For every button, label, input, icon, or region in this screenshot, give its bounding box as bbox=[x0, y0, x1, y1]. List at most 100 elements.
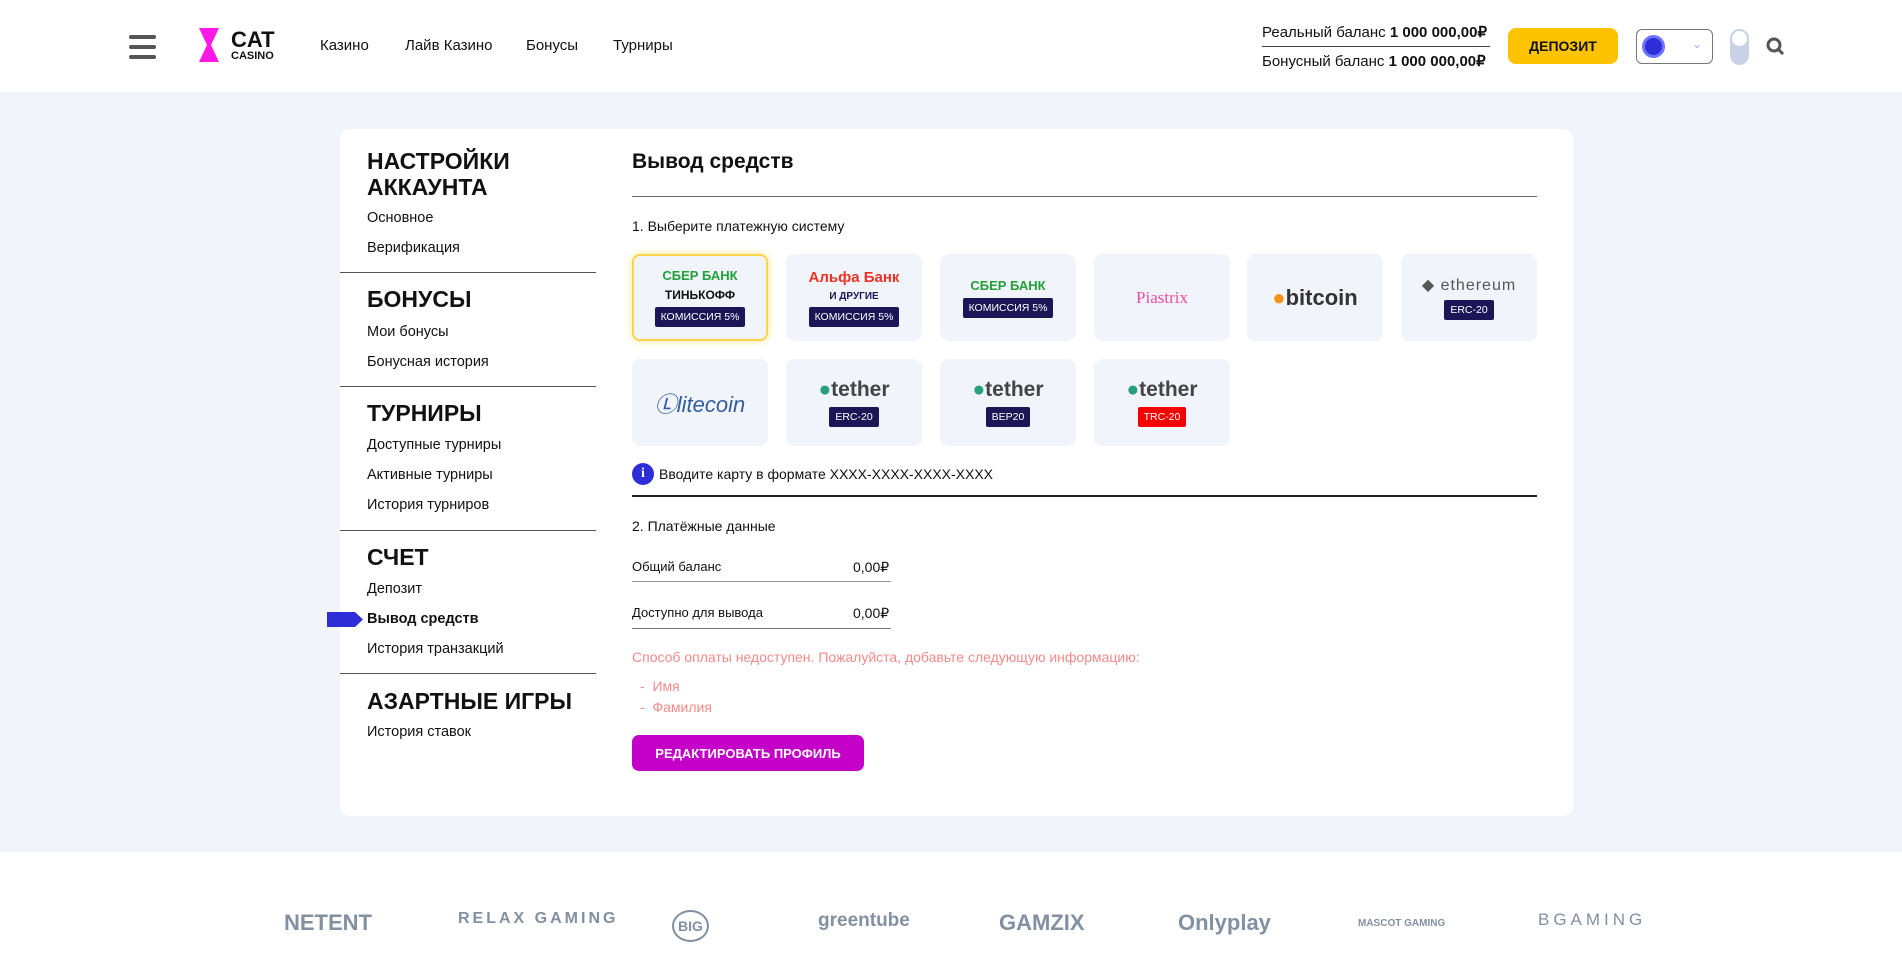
sidebar-item-deposit[interactable]: Депозит bbox=[367, 581, 423, 597]
card-format-hint: Вводите карту в формате XXXX-XXXX-XXXX-X… bbox=[659, 466, 994, 482]
divider bbox=[632, 495, 1537, 497]
divider bbox=[340, 530, 596, 531]
method-sber[interactable]: СБЕР БАНК КОМИССИЯ 5% bbox=[940, 254, 1076, 341]
search-icon[interactable] bbox=[1766, 37, 1784, 55]
alfa-logo: Альфа Банк bbox=[808, 268, 900, 286]
divider bbox=[340, 673, 596, 674]
sidebar-item-bet-history[interactable]: История ставок bbox=[367, 724, 471, 740]
tether-icon: ● bbox=[818, 378, 832, 401]
footer bbox=[0, 852, 1902, 954]
bonus-balance: Бонусный баланс 1 000 000,00₽ bbox=[1262, 52, 1486, 70]
edit-profile-button[interactable]: РЕДАКТИРОВАТЬ ПРОФИЛЬ bbox=[632, 735, 864, 771]
active-marker-icon bbox=[327, 612, 363, 627]
tether-icon: ● bbox=[972, 378, 986, 401]
cat-logo-icon bbox=[199, 28, 219, 62]
account-card bbox=[340, 129, 1573, 816]
provider-onlyplay[interactable]: Onlyplay bbox=[1178, 910, 1271, 935]
sidebar-heading-bonuses: БОНУСЫ bbox=[367, 286, 472, 312]
profile-dropdown[interactable]: ⌄ bbox=[1636, 29, 1713, 64]
sidebar-item-main[interactable]: Основное bbox=[367, 210, 434, 226]
logo-subtext: CASINO bbox=[231, 49, 274, 62]
sidebar-item-available-tournaments[interactable]: Доступные турниры bbox=[367, 437, 502, 453]
sidebar-item-tournament-history[interactable]: История турниров bbox=[367, 497, 490, 513]
sidebar-item-my-bonuses[interactable]: Мои бонусы bbox=[367, 324, 449, 340]
avatar-icon bbox=[1642, 35, 1665, 58]
logo-text: CAT bbox=[231, 26, 275, 52]
provider-netent[interactable]: NETENT bbox=[284, 910, 372, 935]
missing-field-last-name: - Фамилия bbox=[640, 699, 712, 715]
sidebar-heading-account: СЧЕТ bbox=[367, 544, 429, 570]
real-balance: Реальный баланс 1 000 000,00₽ bbox=[1262, 23, 1487, 41]
deposit-button[interactable]: ДЕПОЗИТ bbox=[1508, 28, 1618, 64]
provider-greentube[interactable]: greentube bbox=[818, 910, 910, 931]
logo[interactable]: CAT CASINO bbox=[195, 28, 275, 62]
ethereum-logo: ethereum bbox=[1440, 277, 1517, 294]
total-balance-label: Общий баланс bbox=[632, 559, 722, 574]
sidebar-item-active-tournaments[interactable]: Активные турниры bbox=[367, 467, 493, 483]
sidebar-heading-gambling: АЗАРТНЫЕ ИГРЫ bbox=[367, 688, 573, 714]
provider-gamzix[interactable]: GAMZIX bbox=[999, 910, 1085, 935]
menu-icon[interactable] bbox=[129, 35, 156, 65]
nav-bonuses[interactable]: Бонусы bbox=[526, 37, 579, 54]
commission-badge: КОМИССИЯ 5% bbox=[962, 297, 1054, 318]
sidebar-item-verification[interactable]: Верификация bbox=[367, 240, 460, 256]
nav-tournaments[interactable]: Турниры bbox=[613, 37, 673, 54]
bonus-balance-label: Бонусный баланс bbox=[1262, 53, 1385, 70]
divider bbox=[1262, 46, 1490, 47]
provider-relax[interactable]: RELAX GAMING bbox=[458, 910, 619, 927]
method-bitcoin[interactable]: ●bitcoin bbox=[1247, 254, 1383, 341]
tether-logo: tether bbox=[831, 378, 890, 401]
provider-bgaming[interactable]: BGAMING bbox=[1538, 910, 1647, 929]
toggle-knob bbox=[1732, 31, 1747, 46]
commission-badge: КОМИССИЯ 5% bbox=[654, 307, 746, 327]
network-badge: TRC-20 bbox=[1137, 407, 1187, 427]
network-badge: BEP20 bbox=[985, 407, 1031, 427]
method-piastrix[interactable]: Piastrix bbox=[1094, 254, 1230, 341]
network-badge: ERC-20 bbox=[829, 407, 879, 427]
ethereum-icon: ◆ bbox=[1421, 277, 1436, 294]
info-icon: i bbox=[632, 463, 654, 485]
total-balance-value: 0,00₽ bbox=[853, 559, 890, 575]
divider bbox=[632, 581, 891, 582]
tinkoff-logo: ТИНЬКОФФ bbox=[664, 288, 736, 302]
bitcoin-icon: ● bbox=[1272, 284, 1286, 310]
bitcoin-logo: bitcoin bbox=[1285, 284, 1358, 310]
sidebar-item-withdraw[interactable]: Вывод средств bbox=[367, 611, 479, 627]
nav-live-casino[interactable]: Лайв Казино bbox=[405, 37, 493, 54]
sber-logo: СБЕР БАНК bbox=[970, 277, 1046, 293]
tether-icon: ● bbox=[1126, 378, 1140, 401]
divider bbox=[340, 272, 596, 273]
real-balance-label: Реальный баланс bbox=[1262, 24, 1386, 41]
method-sber-tinkoff[interactable]: СБЕР БАНК ТИНЬКОФФ КОМИССИЯ 5% bbox=[632, 254, 768, 341]
divider bbox=[632, 196, 1537, 197]
provider-mascot[interactable]: MASCOT GAMING bbox=[1358, 918, 1446, 929]
sidebar-item-transaction-history[interactable]: История транзакций bbox=[367, 641, 504, 657]
tether-logo: tether bbox=[985, 378, 1044, 401]
sidebar-heading-settings: НАСТРОЙКИ АККАУНТА bbox=[367, 148, 510, 200]
piastrix-logo: Piastrix bbox=[1136, 287, 1188, 307]
missing-field-label: Имя bbox=[652, 678, 680, 694]
method-tether-bep20[interactable]: ●tether BEP20 bbox=[940, 359, 1076, 446]
tether-logo: tether bbox=[1139, 378, 1198, 401]
method-tether-erc20[interactable]: ●tether ERC-20 bbox=[786, 359, 922, 446]
method-alfa[interactable]: Альфа Банк И ДРУГИЕ КОМИССИЯ 5% bbox=[786, 254, 922, 341]
alfa-others: И ДРУГИЕ bbox=[829, 290, 879, 302]
divider bbox=[632, 628, 891, 629]
nav-casino[interactable]: Казино bbox=[320, 37, 369, 54]
theme-toggle[interactable] bbox=[1730, 29, 1749, 65]
missing-field-label: Фамилия bbox=[652, 699, 712, 715]
network-badge: ERC-20 bbox=[1444, 300, 1494, 320]
sidebar-item-bonus-history[interactable]: Бонусная история bbox=[367, 354, 489, 370]
sber-logo: СБЕР БАНК bbox=[662, 268, 738, 283]
method-tether-trc20[interactable]: ●tether TRC-20 bbox=[1094, 359, 1230, 446]
method-litecoin[interactable]: Ⓛlitecoin bbox=[632, 359, 768, 446]
real-balance-value: 1 000 000,00₽ bbox=[1389, 24, 1487, 41]
step1-label: 1. Выберите платежную систему bbox=[632, 218, 845, 234]
sidebar-heading-tournaments: ТУРНИРЫ bbox=[367, 400, 482, 426]
header: CAT CASINO Казино Лайв Казино Бонусы Турн… bbox=[0, 0, 1902, 92]
litecoin-icon: Ⓛ bbox=[654, 391, 677, 417]
method-ethereum[interactable]: ◆ ethereum ERC-20 bbox=[1401, 254, 1537, 341]
divider bbox=[340, 386, 596, 387]
missing-field-first-name: - Имя bbox=[640, 678, 680, 694]
provider-big[interactable]: BIG bbox=[672, 910, 709, 942]
